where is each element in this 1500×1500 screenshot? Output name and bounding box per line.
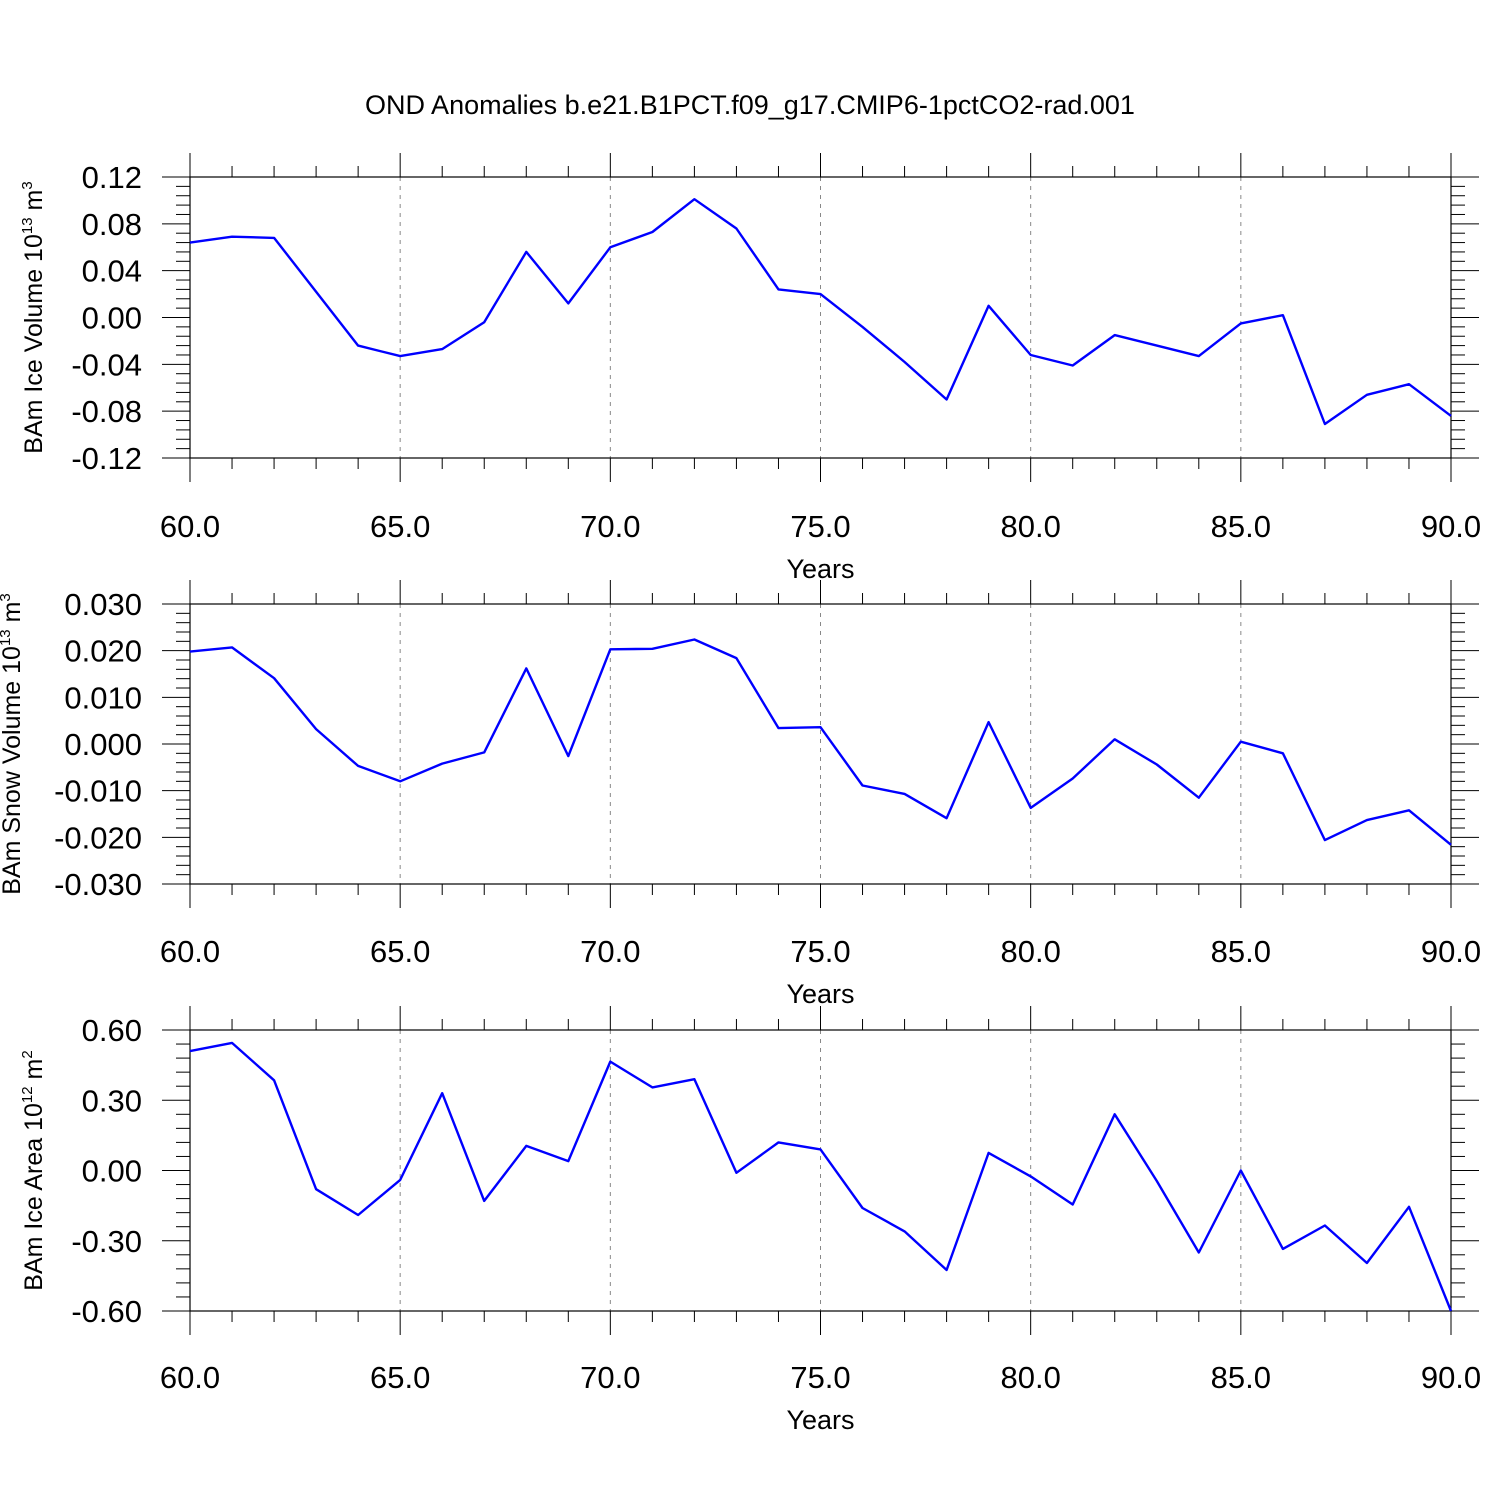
y-axis-title-text: BAm Ice Area 10	[20, 1103, 48, 1291]
y-axis-title: BAm Ice Volume 1013 m3	[19, 181, 48, 453]
y-tick-label: 0.60	[82, 1013, 142, 1048]
y-tick-label: 0.020	[64, 634, 142, 669]
chart-title: OND Anomalies b.e21.B1PCT.f09_g17.CMIP6-…	[365, 90, 1135, 120]
panel-2: 60.0 65.0 70.0 75.0 80.0 85.0 90.0 Years 0.030 0.…	[0, 580, 1481, 1009]
y-tick-label: 0.12	[82, 160, 142, 195]
x-tick-label: 85.0	[1211, 509, 1271, 544]
y-tick-label: 0.010	[64, 680, 142, 715]
x-tick-label: 90.0	[1421, 1360, 1481, 1395]
x-tick-label: 90.0	[1421, 934, 1481, 969]
y-tick-label: 0.000	[64, 727, 142, 762]
x-tick-label: 90.0	[1421, 509, 1481, 544]
y-tick-label: 0.04	[82, 254, 142, 289]
x-axis-title: Years	[786, 1405, 854, 1435]
x-tick-label: 85.0	[1211, 1360, 1271, 1395]
x-tick-label: 80.0	[1000, 1360, 1060, 1395]
y-axis-title-text: m	[20, 1059, 48, 1087]
x-tick-label: 70.0	[580, 509, 640, 544]
series-line	[189, 197, 1452, 426]
plot-frame	[189, 1029, 1452, 1312]
x-tick-label: 75.0	[790, 934, 850, 969]
y-tick-label: 0.30	[82, 1083, 142, 1118]
y-tick-label: 0.030	[64, 587, 142, 622]
y-axis-title-text: m	[0, 602, 26, 630]
plot-frame	[189, 176, 1452, 459]
x-tick-label: 65.0	[370, 934, 430, 969]
x-tick-label: 60.0	[160, 1360, 220, 1395]
y-tick-label: -0.08	[71, 394, 142, 429]
y-axis-title: BAm Ice Area 1012 m2	[19, 1050, 48, 1290]
y-tick-label: -0.010	[54, 774, 142, 809]
y-axis-title-exponent: 13	[19, 217, 36, 234]
x-tick-label: 60.0	[160, 934, 220, 969]
x-tick-label: 75.0	[790, 509, 850, 544]
y-tick-label: -0.30	[71, 1224, 142, 1259]
x-axis-title: Years	[786, 979, 854, 1009]
y-tick-label: 0.00	[82, 301, 142, 336]
x-tick-label: 65.0	[370, 509, 430, 544]
y-axis-title-exponent: 2	[19, 1050, 36, 1058]
x-tick-label: 65.0	[370, 1360, 430, 1395]
y-axis-title-text: BAm Snow Volume 10	[0, 646, 26, 895]
x-tick-label: 70.0	[580, 934, 640, 969]
y-tick-label: 0.08	[82, 207, 142, 242]
y-axis-title-exponent: 13	[0, 629, 14, 646]
y-tick-label: -0.04	[71, 347, 142, 382]
panels: 60.0 65.0 70.0 75.0 80.0 85.0 90.0 Years 0.12 0.0…	[0, 153, 1481, 1435]
panel-3: 60.0 65.0 70.0 75.0 80.0 85.0 90.0 Years 0.60 0.3…	[19, 1006, 1481, 1435]
y-axis-title-exponent: 12	[19, 1086, 36, 1103]
x-tick-label: 80.0	[1000, 509, 1060, 544]
x-tick-label: 60.0	[160, 509, 220, 544]
x-axis-title: Years	[786, 554, 854, 584]
x-tick-label: 75.0	[790, 1360, 850, 1395]
y-axis-title-exponent: 3	[0, 593, 14, 601]
y-axis-title-text: m	[20, 190, 48, 218]
y-axis-title-exponent: 3	[19, 181, 36, 189]
panel-1: 60.0 65.0 70.0 75.0 80.0 85.0 90.0 Years 0.12 0.0…	[19, 153, 1481, 584]
y-tick-label: -0.60	[71, 1294, 142, 1329]
x-tick-label: 85.0	[1211, 934, 1271, 969]
y-axis-title-text: BAm Ice Volume 10	[20, 234, 48, 454]
y-tick-label: 0.00	[82, 1154, 142, 1189]
y-tick-label: -0.12	[71, 441, 142, 476]
y-tick-label: -0.020	[54, 820, 142, 855]
x-tick-label: 80.0	[1000, 934, 1060, 969]
series-line	[189, 1041, 1453, 1312]
y-axis-title: BAm Snow Volume 1013 m3	[0, 593, 26, 895]
series-line	[189, 638, 1452, 846]
y-tick-label: -0.030	[54, 867, 142, 902]
x-tick-label: 70.0	[580, 1360, 640, 1395]
